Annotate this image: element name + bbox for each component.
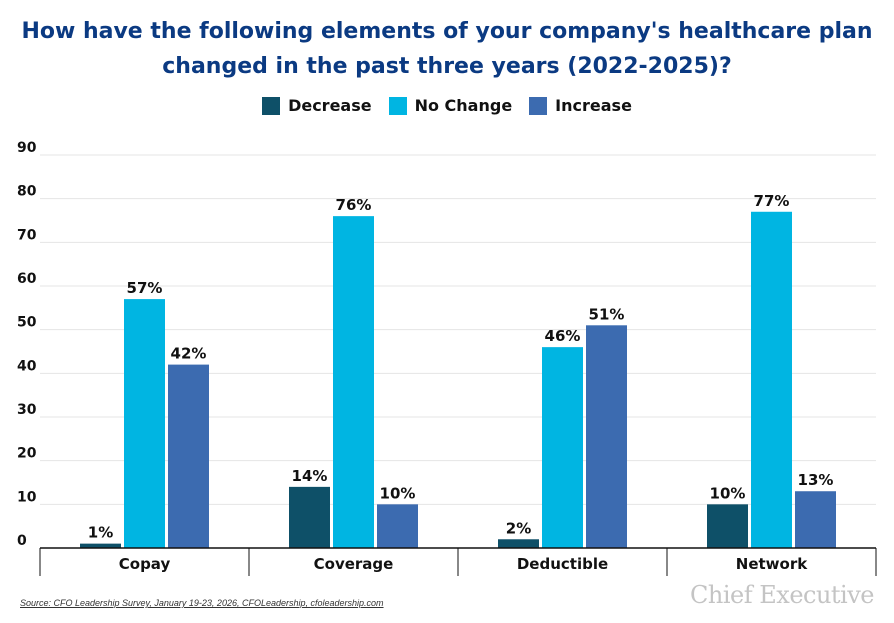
legend-item-increase: Increase bbox=[529, 96, 632, 115]
y-tick-label: 20 bbox=[17, 446, 37, 462]
data-label: 51% bbox=[589, 305, 625, 323]
data-label: 10% bbox=[380, 484, 416, 502]
bar-network-increase bbox=[795, 491, 836, 548]
legend-swatch-no-change bbox=[388, 96, 407, 115]
y-tick-label: 30 bbox=[17, 402, 37, 418]
data-label: 46% bbox=[545, 327, 581, 345]
bar-network-no-change bbox=[751, 211, 792, 548]
y-axis-ticks: 0 10 20 30 40 50 60 70 80 90 bbox=[17, 140, 37, 549]
source-note: Source: CFO Leadership Survey, January 1… bbox=[20, 598, 384, 608]
data-label: 57% bbox=[127, 279, 163, 297]
data-label: 10% bbox=[710, 484, 746, 502]
legend-label-decrease: Decrease bbox=[288, 96, 372, 115]
chart-title: How have the following elements of your … bbox=[0, 14, 894, 84]
legend-item-no-change: No Change bbox=[388, 96, 513, 115]
chart-legend: Decrease No Change Increase bbox=[0, 96, 894, 115]
bar-deductible-decrease bbox=[498, 539, 539, 548]
data-label: 1% bbox=[88, 524, 113, 542]
bar-coverage-increase bbox=[377, 504, 418, 548]
y-tick-label: 50 bbox=[17, 315, 37, 331]
brand-logo: Chief Executive bbox=[690, 581, 874, 609]
chart-title-line-2: changed in the past three years (2022-20… bbox=[162, 54, 732, 79]
y-tick-label: 0 bbox=[17, 533, 27, 549]
bars bbox=[80, 211, 836, 548]
legend-swatch-increase bbox=[529, 96, 548, 115]
data-label: 42% bbox=[171, 345, 207, 363]
y-tick-label: 40 bbox=[17, 358, 37, 374]
y-tick-label: 60 bbox=[17, 271, 37, 287]
bar-copay-no-change bbox=[124, 299, 165, 548]
data-label: 76% bbox=[336, 196, 372, 214]
y-tick-label: 80 bbox=[17, 184, 37, 200]
legend-item-decrease: Decrease bbox=[262, 96, 372, 115]
gridlines bbox=[40, 154, 876, 505]
x-tick-label: Deductible bbox=[517, 555, 608, 573]
x-tick-label: Copay bbox=[119, 555, 171, 573]
x-axis: Copay Coverage Deductible Network bbox=[39, 547, 877, 576]
bar-copay-increase bbox=[168, 364, 209, 548]
bar-network-decrease bbox=[707, 504, 748, 548]
y-tick-label: 70 bbox=[17, 227, 37, 243]
data-label: 2% bbox=[506, 519, 531, 537]
value-labels: 1% 57% 42% 14% 76% 10% 2% 46% 51% 10% 77% 13% bbox=[88, 192, 834, 542]
legend-swatch-decrease bbox=[262, 96, 281, 115]
data-label: 77% bbox=[754, 192, 790, 210]
legend-label-increase: Increase bbox=[555, 96, 632, 115]
x-tick-label: Network bbox=[736, 555, 808, 573]
bar-deductible-no-change bbox=[542, 347, 583, 548]
legend-label-no-change: No Change bbox=[414, 96, 513, 115]
bar-coverage-no-change bbox=[333, 216, 374, 548]
bar-deductible-increase bbox=[586, 325, 627, 548]
y-tick-label: 90 bbox=[17, 140, 37, 156]
data-label: 14% bbox=[292, 467, 328, 485]
bar-coverage-decrease bbox=[289, 486, 330, 548]
data-label: 13% bbox=[798, 471, 834, 489]
x-tick-label: Coverage bbox=[314, 555, 394, 573]
chart-title-line-1: How have the following elements of your … bbox=[21, 19, 873, 44]
y-tick-label: 10 bbox=[17, 489, 37, 505]
bar-copay-decrease bbox=[80, 543, 121, 548]
